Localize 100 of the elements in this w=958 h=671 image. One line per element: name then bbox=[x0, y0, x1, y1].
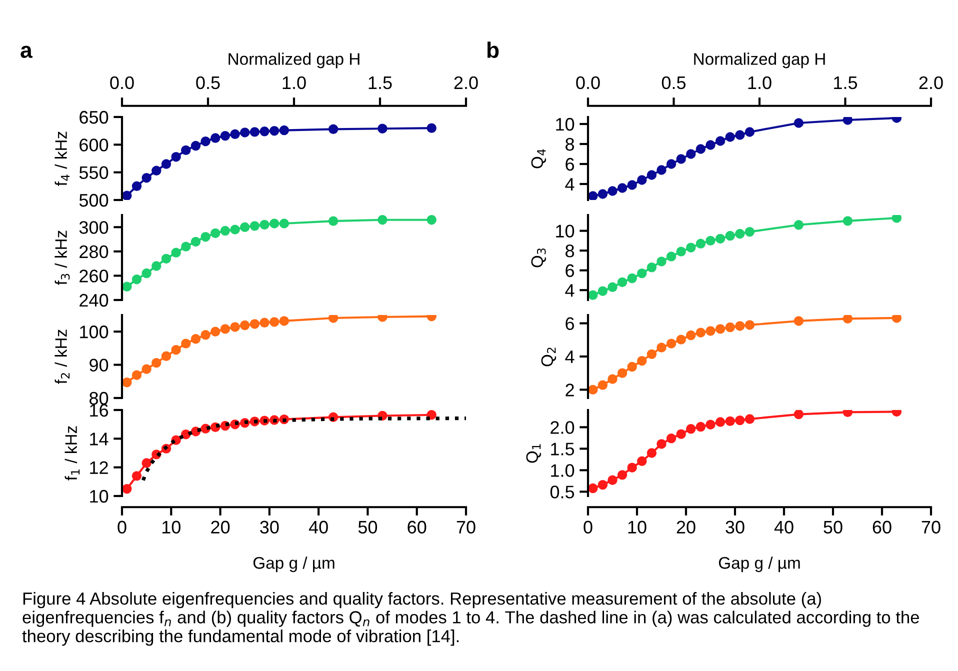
chart-title: b bbox=[487, 42, 499, 58]
point bbox=[378, 124, 388, 134]
point bbox=[676, 334, 686, 344]
point bbox=[598, 286, 608, 296]
point bbox=[210, 326, 220, 336]
y-tick-label: 240 bbox=[80, 294, 108, 307]
point bbox=[190, 334, 201, 344]
x-tick-label: 70 bbox=[922, 520, 940, 534]
point bbox=[686, 242, 696, 252]
point bbox=[598, 380, 608, 390]
point bbox=[666, 338, 676, 348]
point bbox=[210, 133, 220, 143]
point bbox=[279, 218, 290, 228]
point bbox=[122, 190, 132, 200]
point bbox=[666, 252, 676, 262]
point bbox=[588, 483, 598, 494]
point bbox=[200, 232, 210, 242]
point bbox=[608, 475, 618, 485]
point bbox=[892, 215, 902, 223]
x-tick-label: 40 bbox=[308, 520, 328, 534]
point bbox=[627, 180, 637, 190]
point bbox=[637, 175, 647, 185]
x-axis-title: Gap g / µm bbox=[718, 556, 800, 572]
y-tick-label: 6 bbox=[566, 264, 574, 278]
point bbox=[715, 324, 726, 334]
point bbox=[646, 448, 657, 458]
point bbox=[627, 462, 637, 472]
x2-axis-title: Normalized gap H bbox=[228, 52, 360, 68]
point bbox=[666, 434, 676, 444]
point bbox=[735, 130, 745, 140]
point bbox=[646, 170, 657, 180]
chart-title: a bbox=[20, 46, 32, 58]
point bbox=[230, 129, 240, 140]
x2-tick-label: 1.5 bbox=[834, 76, 858, 90]
point bbox=[132, 370, 142, 380]
line-series bbox=[141, 416, 466, 482]
point bbox=[617, 368, 628, 378]
point bbox=[269, 218, 280, 228]
x-tick-label: 60 bbox=[408, 520, 426, 534]
point bbox=[794, 118, 804, 128]
point bbox=[426, 215, 436, 225]
x-tick-label: 30 bbox=[726, 520, 744, 534]
x2-tick-label: 2.0 bbox=[919, 76, 943, 90]
point bbox=[240, 320, 250, 330]
point bbox=[598, 189, 608, 199]
x-tick-label: 0 bbox=[118, 520, 126, 534]
y-tick-label: 280 bbox=[80, 245, 108, 258]
point bbox=[328, 216, 338, 226]
point bbox=[122, 484, 132, 494]
point bbox=[181, 242, 191, 252]
point bbox=[161, 254, 172, 264]
y-tick-label: 4 bbox=[565, 350, 574, 364]
y-tick-label: 8 bbox=[566, 138, 574, 151]
point bbox=[842, 117, 853, 125]
point bbox=[735, 415, 745, 426]
point bbox=[230, 224, 240, 234]
point bbox=[842, 216, 853, 226]
point bbox=[686, 424, 696, 434]
y-tick-label: 1.0 bbox=[551, 464, 574, 477]
point bbox=[744, 226, 755, 237]
point bbox=[260, 318, 270, 328]
point bbox=[269, 126, 280, 136]
y-tick-label: 10 bbox=[556, 224, 574, 238]
x2-tick-label: 2.0 bbox=[454, 76, 478, 90]
y-tick-label: 14 bbox=[90, 432, 108, 446]
point bbox=[725, 322, 735, 332]
y-tick-label: 260 bbox=[80, 270, 108, 282]
y-tick-label: 0.5 bbox=[550, 486, 574, 498]
x2-tick-label: 0.0 bbox=[576, 76, 600, 90]
y-axis-title: f$_{4}$ / kHz bbox=[54, 132, 70, 186]
point bbox=[656, 342, 666, 352]
x-tick-label: 60 bbox=[872, 520, 892, 534]
y-axis-title: f$_{3}$ / kHz bbox=[54, 230, 70, 285]
y-tick-label: 90 bbox=[90, 358, 108, 372]
point bbox=[696, 238, 706, 249]
point bbox=[161, 351, 172, 362]
point bbox=[279, 125, 290, 136]
x-tick-label: 20 bbox=[211, 520, 230, 534]
point bbox=[190, 236, 201, 247]
point bbox=[240, 128, 250, 138]
point bbox=[676, 154, 686, 164]
point bbox=[627, 362, 637, 372]
x-tick-label: 50 bbox=[358, 520, 378, 534]
point bbox=[269, 317, 280, 327]
point bbox=[588, 384, 598, 395]
point bbox=[676, 246, 686, 256]
point bbox=[666, 159, 676, 169]
point bbox=[171, 152, 181, 162]
y-tick-label: 300 bbox=[79, 221, 108, 234]
y-tick-label: 550 bbox=[79, 166, 108, 180]
point bbox=[617, 470, 628, 480]
point bbox=[744, 414, 755, 424]
point bbox=[250, 221, 260, 231]
point bbox=[378, 215, 388, 225]
point bbox=[627, 273, 637, 284]
point bbox=[706, 140, 716, 150]
point bbox=[152, 358, 162, 368]
point bbox=[142, 268, 152, 278]
point bbox=[744, 320, 755, 330]
point bbox=[328, 124, 338, 134]
